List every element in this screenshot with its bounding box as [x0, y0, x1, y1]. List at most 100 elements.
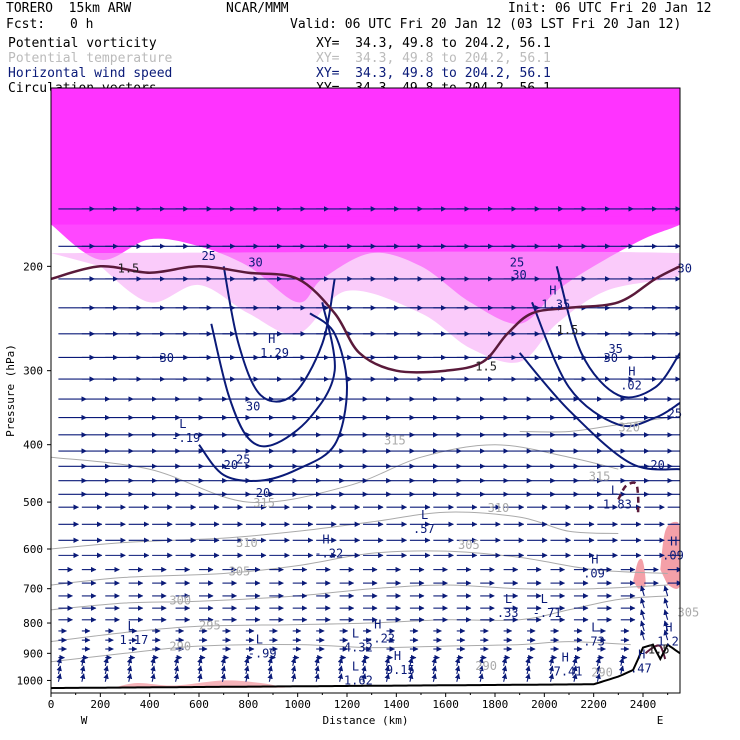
extremum-type: H	[549, 284, 556, 298]
extremum-marker: L-.19	[171, 417, 200, 445]
extremum-marker: H1.2	[657, 621, 679, 649]
extremum-value: 1.83	[603, 498, 632, 512]
circulation-vector	[361, 673, 367, 682]
terrain-line	[51, 643, 680, 690]
wind-speed-label-25: 25	[201, 249, 215, 263]
circulation-vector	[663, 609, 669, 620]
terrain-layer	[51, 643, 680, 690]
y-tick-label: 1000	[17, 674, 44, 687]
circulation-vector	[103, 673, 109, 682]
theta-contour-layer	[51, 417, 668, 663]
wind-speed-label-25: 25	[236, 452, 250, 466]
wind-speed-label-20: 20	[256, 486, 270, 500]
theta-contour-320	[519, 417, 668, 433]
circulation-vector-layer	[56, 206, 680, 682]
axes: 0 200 400 600 800 1000 1200 1400 1600 1800 2000 220…	[4, 87, 681, 727]
circulation-vector	[150, 665, 156, 675]
circulation-vector	[454, 657, 461, 667]
theta-label-305: 305	[229, 564, 251, 578]
circulation-vector	[640, 585, 646, 597]
extremum-marker: L.33	[497, 592, 519, 620]
extremum-value: .33	[497, 606, 519, 620]
extremum-marker: L1.17	[119, 619, 148, 647]
circulation-vector	[640, 629, 646, 641]
theta-label-305: 305	[458, 538, 480, 552]
circulation-vector	[337, 665, 344, 675]
circulation-vector	[384, 657, 390, 667]
circulation-vector	[408, 673, 414, 682]
extremum-type: H	[322, 532, 329, 546]
circulation-vector	[408, 657, 414, 667]
circulation-vector	[431, 673, 437, 682]
circulation-vector	[525, 673, 531, 682]
extremum-value: .73	[583, 635, 605, 649]
circulation-vector	[56, 657, 62, 667]
wind-speed-label-30: 30	[512, 268, 526, 282]
wind-speed-contour-30	[222, 266, 336, 403]
pv-label-1.5: 1.5	[118, 262, 140, 276]
extremum-marker: L1.83	[603, 484, 632, 512]
y-tick-label: 700	[23, 583, 43, 596]
x-tick-label: 1000	[284, 698, 311, 711]
circulation-vector	[220, 665, 226, 675]
circulation-vector	[314, 673, 320, 682]
circulation-vector	[103, 657, 109, 667]
y-tick-label: 200	[23, 260, 43, 273]
extremum-marker: H.02	[620, 365, 642, 393]
circulation-vector	[548, 665, 554, 675]
circulation-vector	[150, 657, 156, 667]
circulation-vector	[220, 673, 226, 682]
circulation-vector	[663, 620, 669, 632]
x-tick-label: 200	[90, 698, 110, 711]
circulation-vector	[126, 673, 133, 682]
extremum-marker: H7.41	[554, 650, 583, 678]
center-name: NCAR/MMM	[226, 1, 289, 16]
x-tick-label: 600	[189, 698, 209, 711]
extremum-type: L	[127, 619, 134, 633]
x-tick-label: 1400	[383, 698, 410, 711]
forecast-value: 0 h	[70, 17, 94, 32]
circulation-vector	[618, 665, 625, 675]
circulation-vector	[525, 665, 531, 675]
extremum-marker: H.09	[583, 553, 605, 581]
wind-speed-label-35: 35	[608, 342, 622, 356]
pv-contour-layer	[51, 265, 680, 660]
circulation-vector	[290, 665, 297, 675]
extremum-type: H	[665, 621, 672, 635]
x-tick-label: 2000	[531, 698, 558, 711]
circulation-vector	[314, 657, 320, 667]
circulation-vector	[663, 629, 669, 641]
extremum-type: H	[638, 648, 645, 662]
legend-potential-temperature: Potential temperature	[8, 51, 173, 66]
circulation-vector	[478, 657, 484, 667]
extremum-marker: H-.22	[366, 618, 395, 646]
extremum-value: 1.17	[119, 633, 148, 647]
extremum-type: H	[670, 534, 677, 548]
extremum-value: -.22	[314, 546, 343, 560]
circulation-vector	[337, 673, 344, 682]
x-tick-label: 2400	[630, 698, 657, 711]
wind-speed-label-30: 30	[678, 262, 692, 276]
circulation-vector	[173, 657, 180, 667]
extremum-type: L	[421, 508, 428, 522]
circulation-vector	[79, 673, 86, 682]
wind-speed-label-30: 30	[246, 399, 260, 413]
wind-speed-contour-25	[210, 302, 336, 448]
legend-horizontal-wind-speed: Horizontal wind speed	[8, 66, 173, 81]
circulation-vector	[431, 665, 437, 675]
extremum-value: -.71	[533, 606, 562, 620]
circulation-vector	[454, 673, 461, 682]
wind-speed-label-20: 20	[650, 458, 664, 472]
extremum-type: L	[611, 484, 618, 498]
circulation-vector	[173, 673, 180, 682]
wind-speed-contour-25	[531, 301, 680, 428]
theta-contour-310	[51, 511, 619, 550]
circulation-vector	[478, 665, 484, 675]
x-tick-label: 400	[140, 698, 160, 711]
circulation-vector	[572, 673, 578, 682]
wind-speed-label-30: 30	[160, 351, 174, 365]
x-end-label-right: E	[657, 714, 664, 727]
circulation-vector	[79, 657, 86, 667]
y-tick-label: 300	[23, 365, 43, 378]
pv-shade-mountain-2	[633, 558, 646, 589]
